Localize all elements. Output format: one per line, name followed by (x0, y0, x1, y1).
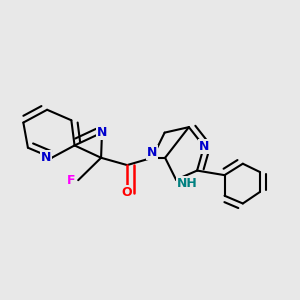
Text: N: N (41, 151, 51, 164)
Text: N: N (97, 126, 107, 139)
Text: F: F (67, 174, 76, 187)
Text: N: N (199, 140, 209, 153)
Text: O: O (122, 186, 132, 199)
Text: N: N (147, 146, 158, 159)
Text: NH: NH (177, 177, 198, 190)
